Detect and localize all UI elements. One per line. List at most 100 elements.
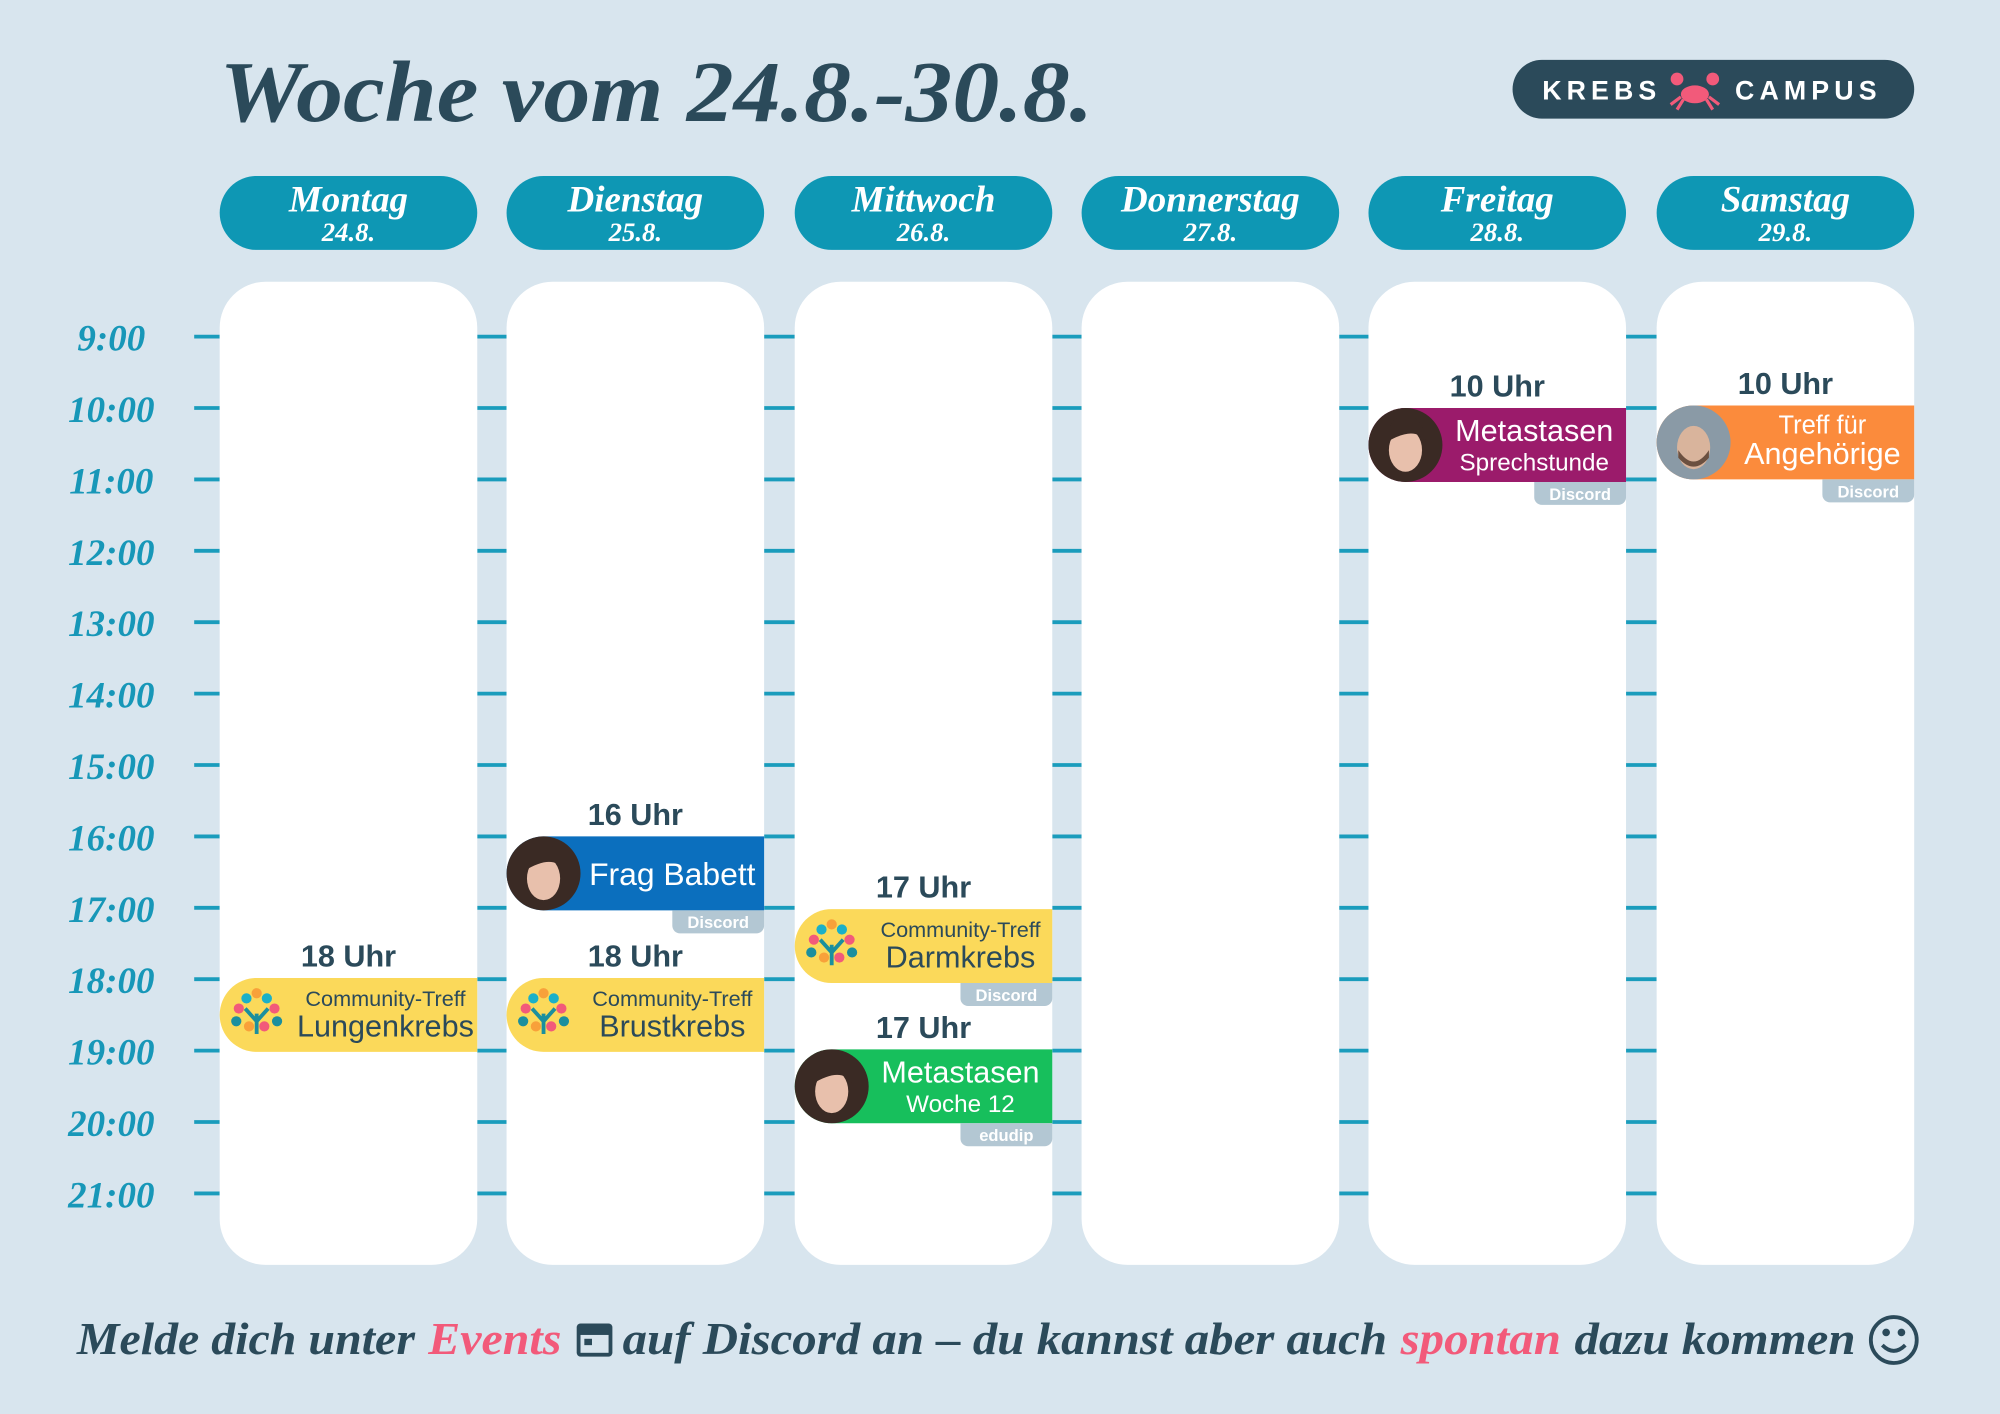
day-name: Montag (288, 179, 408, 220)
tree-trunk (243, 1007, 270, 1035)
day-date: 24.8. (321, 217, 376, 247)
calendar-icon (576, 1323, 613, 1357)
platform-badge (672, 910, 765, 934)
tree-leaf (556, 1003, 567, 1014)
day-header (219, 175, 478, 250)
photo-hair (812, 1058, 853, 1084)
tree-trunk (530, 1007, 557, 1035)
title: Woche vom 24.8.-30.8. (220, 44, 1093, 140)
event-subtitle: Community-Treff (305, 986, 466, 1011)
tree-leaf (528, 993, 539, 1004)
footer-part: auf Discord an – du kannst aber auch (623, 1313, 1387, 1364)
tree-leaf (241, 993, 252, 1004)
event-subtitle: Woche 12 (906, 1091, 1015, 1118)
event-time: 18 Uhr (301, 939, 396, 973)
day-name: Dienstag (567, 179, 704, 220)
event-time: 17 Uhr (876, 871, 971, 905)
event-pill (506, 977, 765, 1052)
event-pill (219, 977, 478, 1052)
day-name: Freitag (1440, 179, 1554, 220)
tree-leaf (808, 934, 819, 945)
crab-icon (1669, 72, 1721, 111)
day-header (1656, 175, 1915, 250)
platform-label: edudip (979, 1126, 1033, 1145)
event-title: Metastasen (1455, 414, 1613, 448)
time-label: 20:00 (67, 1103, 154, 1144)
event-time: 10 Uhr (1450, 370, 1545, 404)
tree-leaf (269, 1003, 280, 1014)
platform-label: Discord (1549, 485, 1611, 504)
event-title: Frag Babett (589, 856, 756, 892)
time-label: 12:00 (68, 532, 154, 573)
day-date: 26.8. (896, 217, 951, 247)
day-date: 27.8. (1183, 217, 1238, 247)
tree-leaf (816, 924, 827, 935)
day-body (1656, 281, 1915, 1265)
event-title: Lungenkrebs (297, 1010, 474, 1044)
tree-leaf (261, 993, 272, 1004)
tree-leaf (518, 1016, 529, 1027)
event-subtitle: Community-Treff (880, 917, 1041, 942)
event: 16 Uhr Frag Babett Discord (506, 798, 765, 934)
day-header (1081, 175, 1340, 250)
tree-leaf (834, 952, 845, 963)
footer-text-2: auf Discord an – du kannst aber auch spon… (623, 1313, 1856, 1364)
logo-left: KREBS (1542, 75, 1661, 105)
platform-label: Discord (687, 913, 749, 932)
tree-leaf (530, 1021, 541, 1032)
tree-leaf (836, 924, 847, 935)
smiley-icon (1868, 1315, 1919, 1365)
day-header (1368, 175, 1627, 250)
day-header (506, 175, 765, 250)
tree-leaf (846, 947, 858, 958)
day-body (1081, 281, 1340, 1265)
logo-right: CAMPUS (1735, 75, 1882, 105)
event-time: 10 Uhr (1738, 367, 1833, 401)
day-date: 29.8. (1758, 217, 1813, 247)
time-label: 21:00 (67, 1174, 154, 1215)
event-title: Angehörige (1744, 437, 1901, 471)
photo-beard (1678, 450, 1709, 467)
time-label: 19:00 (68, 1032, 154, 1073)
event-time: 18 Uhr (588, 939, 683, 973)
logo: KREBS CAMPUS (1512, 59, 1915, 119)
time-grid: 9:00 10:00 11:00 12:00 13:00 14:00 15:00 16:00 1… (67, 318, 1657, 1215)
footer-highlight: spontan (1400, 1313, 1561, 1364)
platform-badge (1822, 479, 1915, 503)
event-time: 16 Uhr (588, 798, 683, 832)
day-body (219, 281, 478, 1265)
event-subtitle: Treff für (1778, 412, 1866, 440)
platform-label: Discord (976, 986, 1038, 1005)
day-date: 28.8. (1469, 217, 1524, 247)
tree-leaf (818, 952, 830, 963)
event-title: Brustkrebs (599, 1010, 745, 1044)
tree-leaf (844, 934, 855, 945)
event-subtitle: Sprechstunde (1460, 449, 1609, 476)
time-label: 18:00 (68, 960, 154, 1001)
tree-leaf (251, 988, 262, 999)
time-label: 13:00 (68, 603, 154, 644)
footer-highlight: Events (427, 1313, 561, 1364)
tree-leaf (233, 1003, 244, 1014)
time-label: 16:00 (68, 817, 154, 858)
footer: Melde dich unter Events auf Discord an – … (76, 1313, 1919, 1365)
day-name: Mittwoch (851, 179, 996, 220)
tree-leaf (271, 1016, 283, 1027)
photo-hair (524, 845, 564, 871)
tree-leaf (548, 993, 559, 1004)
platform-badge (1534, 481, 1627, 505)
platform-label: Discord (1837, 482, 1899, 501)
platform-badge (960, 1123, 1053, 1147)
event-time: 17 Uhr (876, 1011, 971, 1045)
time-label: 10:00 (68, 389, 154, 430)
